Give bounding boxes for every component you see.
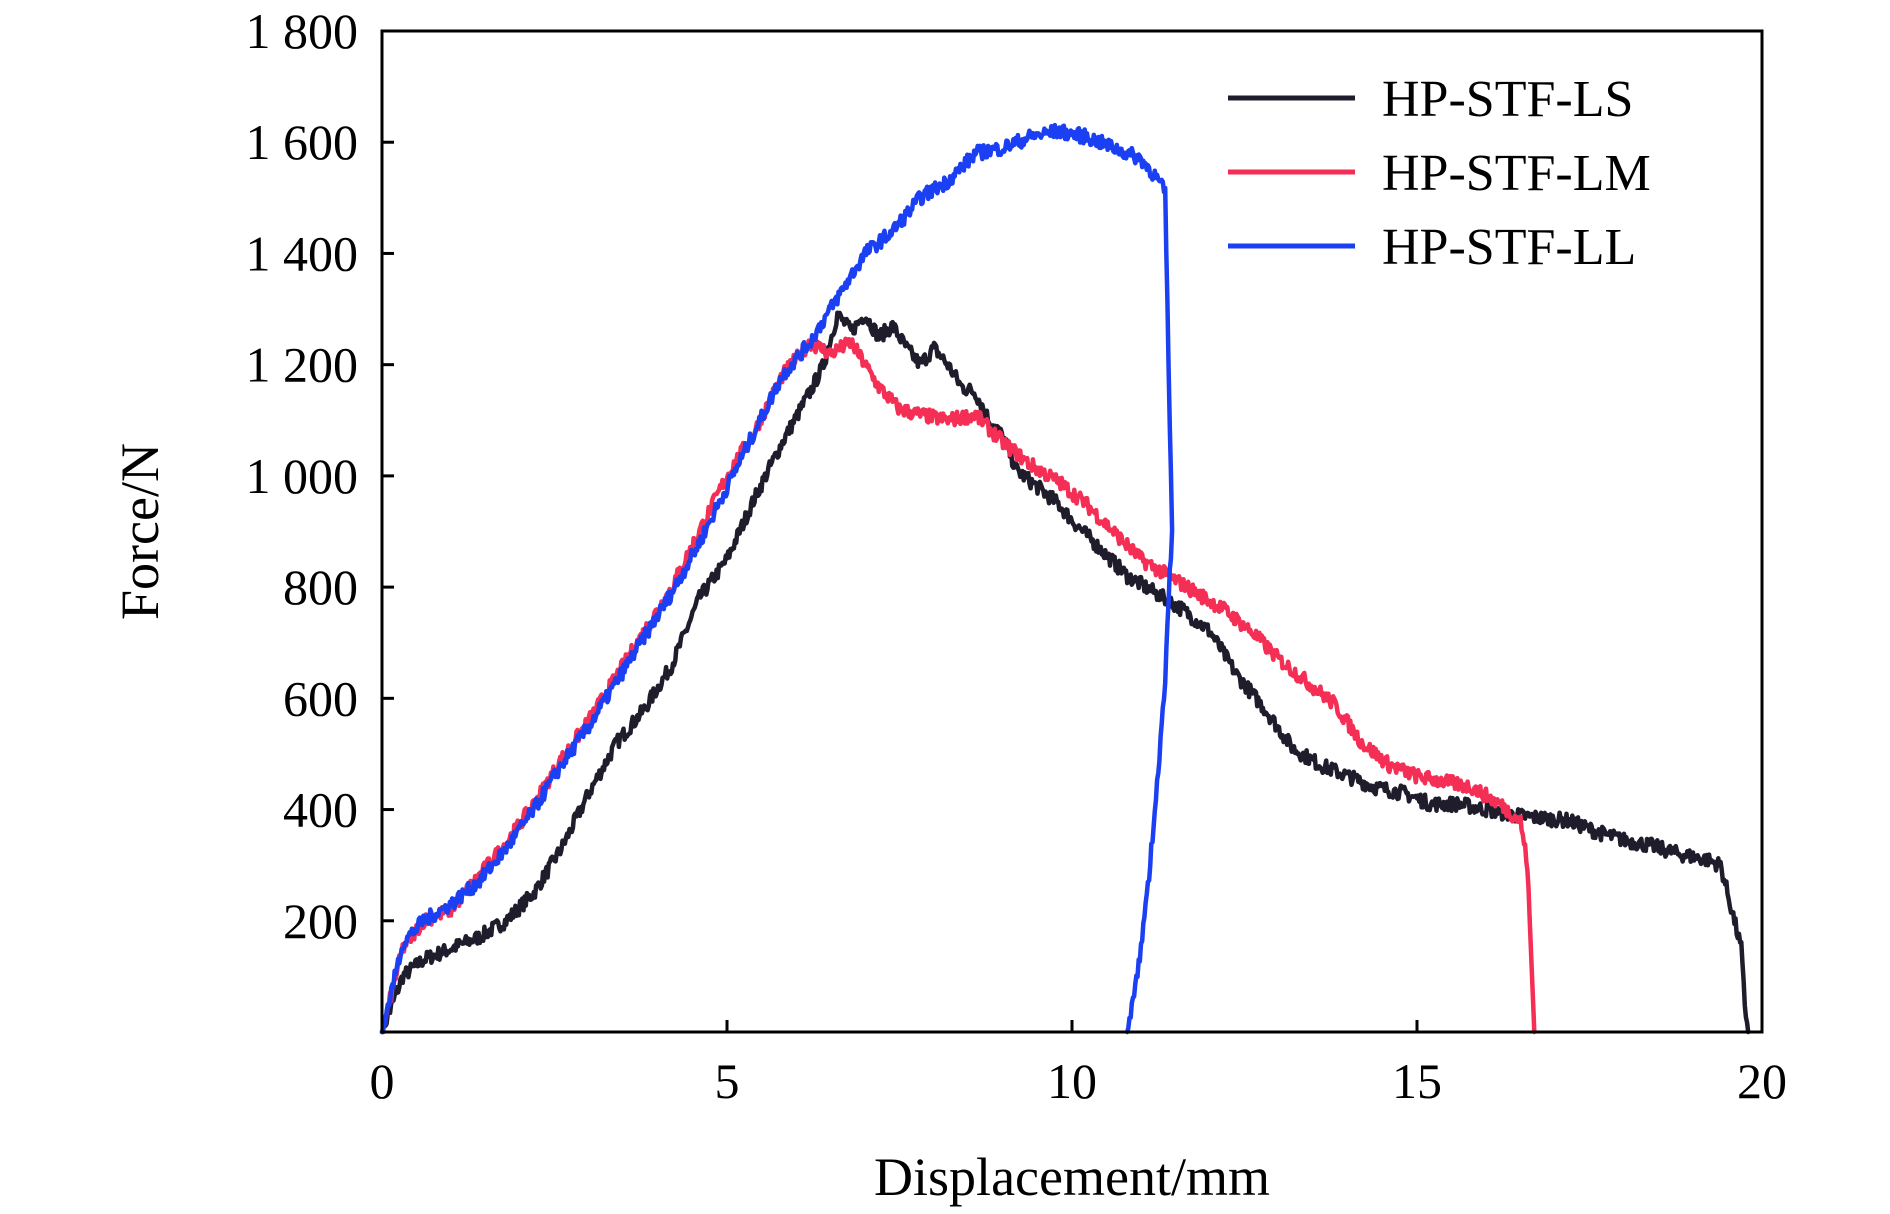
y-tick-label: 1 600: [246, 114, 359, 170]
x-tick-label: 0: [370, 1053, 395, 1109]
series-line-hp-stf-lm: [379, 336, 1537, 1035]
y-tick-label: 1 000: [246, 448, 359, 504]
legend: HP-STF-LS HP-STF-LM HP-STF-LL: [1228, 71, 1651, 276]
legend-label: HP-STF-LL: [1382, 219, 1636, 276]
y-tick-label: 1 800: [246, 3, 359, 59]
plot-frame: [380, 29, 1764, 1034]
y-tick-label: 200: [283, 893, 358, 949]
x-tick-label: 20: [1737, 1053, 1787, 1109]
y-tick-label: 1 400: [246, 225, 359, 281]
series-line-hp-stf-ls: [379, 310, 1751, 1035]
series-line-hp-stf-ll: [379, 122, 1175, 1035]
y-axis-label: Force/N: [110, 443, 170, 620]
y-tick-labels: 200 400 600 800 1 000 1 200 1 400 1 600 1 800: [246, 3, 359, 949]
y-tick-label: 600: [283, 670, 358, 726]
legend-label: HP-STF-LS: [1382, 71, 1633, 128]
x-tick-label: 15: [1392, 1053, 1442, 1109]
x-axis-label: Displacement/mm: [874, 1147, 1270, 1207]
series-lines: [379, 122, 1751, 1035]
legend-label: HP-STF-LM: [1382, 145, 1651, 202]
y-tick-label: 800: [283, 559, 358, 615]
x-tick-label: 5: [715, 1053, 740, 1109]
x-tick-labels: 0 5 10 15 20: [370, 1053, 1788, 1109]
y-tick-label: 400: [283, 782, 358, 838]
x-tick-label: 10: [1047, 1053, 1097, 1109]
y-tick-label: 1 200: [246, 337, 359, 393]
